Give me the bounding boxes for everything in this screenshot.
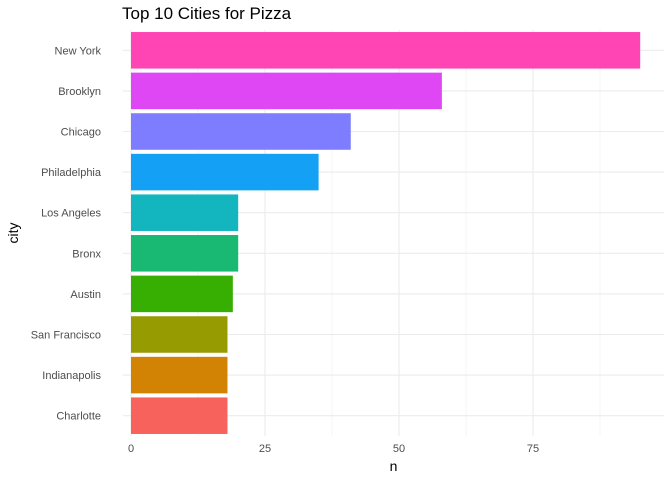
y-tick-labels: New York Brooklyn Chicago Philadelphia Los A…: [31, 45, 102, 422]
bar: [131, 194, 239, 231]
x-tick-label: 25: [259, 443, 271, 455]
y-tick-label: New York: [55, 45, 102, 57]
y-tick-label: San Francisco: [31, 330, 101, 342]
y-tick-label: Philadelphia: [41, 167, 102, 179]
bar: [131, 72, 442, 110]
x-axis-title: n: [390, 458, 398, 474]
bar: [131, 316, 228, 353]
bar: [131, 153, 319, 191]
bar: [131, 397, 228, 434]
y-tick-label: Brooklyn: [58, 86, 101, 98]
bar: [131, 32, 641, 69]
x-tick-label: 50: [393, 443, 405, 455]
x-tick-labels: 0 25 50 75: [128, 443, 539, 455]
bar: [131, 235, 239, 272]
bars: [131, 32, 641, 434]
bar: [131, 275, 233, 313]
y-tick-label: Los Angeles: [41, 208, 101, 220]
y-tick-label: Charlotte: [56, 411, 101, 423]
x-tick-label: 0: [128, 443, 134, 455]
bar: [131, 356, 228, 394]
x-tick-label: 75: [527, 443, 539, 455]
y-tick-label: Chicago: [61, 127, 101, 139]
y-tick-label: Austin: [70, 289, 101, 301]
chart-title: Top 10 Cities for Pizza: [122, 4, 292, 23]
bar: [131, 113, 351, 150]
y-axis-title: city: [5, 223, 21, 244]
y-tick-label: Indianapolis: [42, 370, 101, 382]
y-tick-label: Bronx: [72, 248, 101, 260]
